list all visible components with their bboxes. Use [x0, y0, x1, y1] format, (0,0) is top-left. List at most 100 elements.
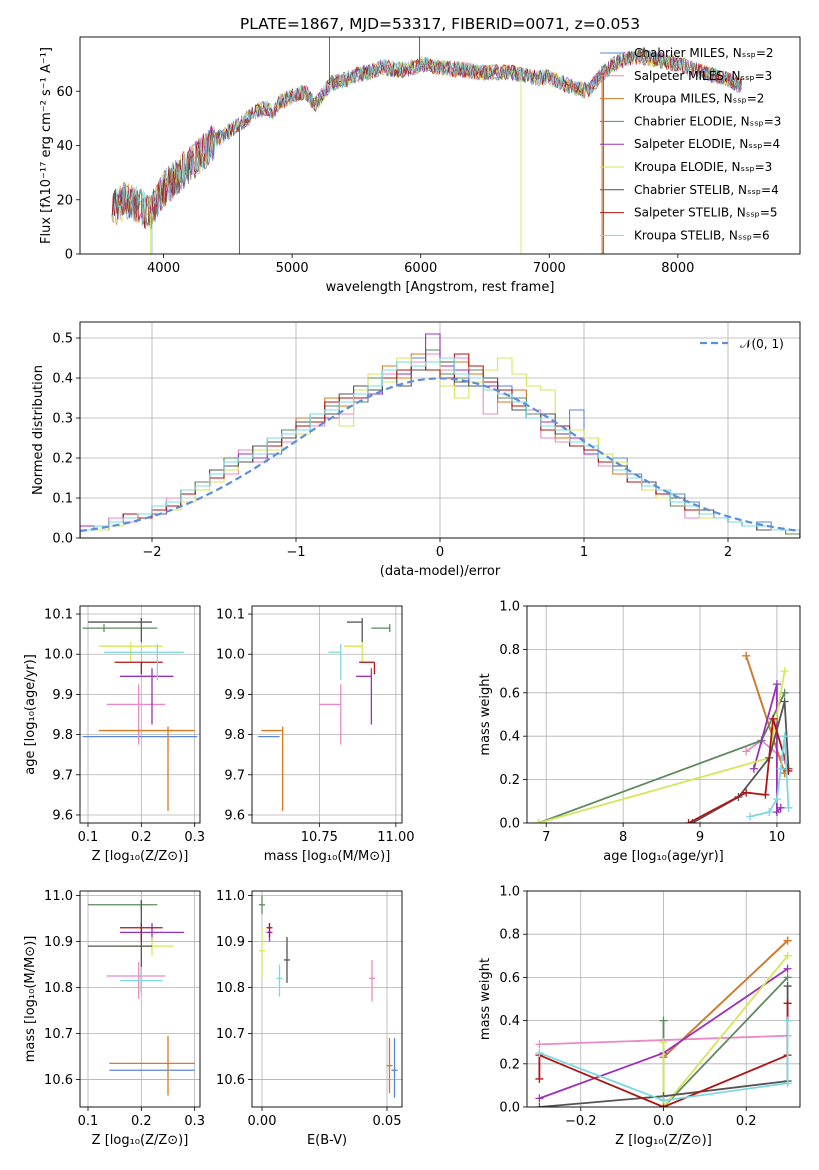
y-tick-label: 0.0	[499, 1101, 520, 1116]
x-axis-label: Z [log₁₀(Z/Z⊙)]	[92, 849, 189, 864]
x-tick-label: 10	[769, 830, 786, 845]
plot-frame	[79, 605, 201, 824]
y-tick-label: 0.4	[499, 730, 520, 745]
weight-marker-kroupa-stelib	[746, 812, 755, 821]
x-axis-label: mass [log₁₀(M/M⊙)]	[264, 849, 391, 864]
weight-line-kroupa-elodie	[662, 955, 789, 1107]
residual-histogram-panel: −2 −1 0 1 2 0.0 0.1 0.2 0.3 0.4 0.5 (data-model)/er…	[31, 321, 801, 579]
x-tick-label: 2	[724, 545, 732, 560]
y-tick-label: 1.0	[499, 600, 520, 615]
x-tick-label: 0.00	[248, 1114, 277, 1129]
plot-area	[88, 900, 195, 1096]
x-tick-label: 8	[619, 830, 627, 845]
x-tick-label: −0.2	[565, 1114, 597, 1129]
y-tick-label: 10.6	[216, 1073, 245, 1088]
x-tick-label: 9	[696, 830, 704, 845]
y-tick-label: 9.8	[52, 728, 73, 743]
y-tick-label: 0.8	[499, 643, 520, 658]
weight-marker-kroupa-stelib	[784, 803, 793, 812]
weight-line-kroupa-stelib	[539, 1020, 789, 1102]
weight-marker-salpeter-elodie	[783, 964, 792, 973]
y-tick-label: 9.6	[52, 808, 73, 823]
y-tick-label: 20	[56, 193, 73, 208]
legend-label-chabrier-miles: Chabrier MILES, Nₛₛₚ=2	[634, 46, 774, 60]
y-tick-label: 10.8	[44, 981, 73, 996]
y-tick-label: 0.6	[499, 686, 520, 701]
y-tick-label: 9.7	[224, 768, 245, 783]
x-tick-label: 4000	[147, 261, 180, 276]
weight-marker-salpeter-stelib	[769, 714, 778, 723]
plot-frame	[526, 890, 801, 1108]
x-tick-label: 10.75	[301, 830, 338, 845]
legend-label-kroupa-miles: Kroupa MILES, Nₛₛₚ=2	[634, 92, 764, 106]
weight-marker-kroupa-stelib	[776, 764, 785, 773]
weight-marker-salpeter-elodie	[535, 1094, 544, 1103]
x-tick-label: 0.0	[653, 1114, 674, 1129]
y-tick-label: 0.4	[499, 1014, 520, 1029]
plot-area	[535, 936, 792, 1107]
weight-marker-kroupa-elodie	[780, 667, 789, 676]
y-axis-label: mass [log₁₀(M/M⊙)]	[23, 936, 38, 1063]
y-tick-label: 9.8	[224, 728, 245, 743]
legend-label-chabrier-elodie: Chabrier ELODIE, Nₛₛₚ=3	[634, 114, 781, 128]
legend-label-salpeter-elodie: Salpeter ELODIE, Nₛₛₚ=4	[634, 137, 780, 151]
age-vs-mass-panel: 10.75 11.00 9.6 9.7 9.8 9.9 10.0 10.1 mass [log₁…	[216, 605, 414, 864]
x-axis-label: Z [log₁₀(Z/Z⊙)]	[615, 1133, 712, 1148]
x-tick-label: 0.05	[373, 1114, 402, 1129]
y-tick-label: 10.0	[216, 648, 245, 663]
y-tick-label: 0.2	[499, 1057, 520, 1072]
weight-line-salpeter-elodie	[753, 683, 782, 815]
y-tick-label: 9.9	[52, 688, 73, 703]
age-vs-metallicity-panel: 0.1 0.2 0.3 9.6 9.7 9.8 9.9 10.0 10.1 Z [log₁₀(Z/…	[23, 605, 205, 864]
y-tick-label: 9.7	[52, 768, 73, 783]
y-axis-label: mass weight	[478, 673, 493, 755]
y-tick-label: 10.0	[44, 648, 73, 663]
y-tick-label: 0.8	[499, 928, 520, 943]
plot-frame	[251, 890, 403, 1108]
y-tick-label: 10.9	[216, 935, 245, 950]
y-tick-label: 10.7	[216, 1027, 245, 1042]
x-tick-label: 7	[542, 830, 550, 845]
weight-vs-age-panel: 7 8 9 10 0.0 0.2 0.4 0.6 0.8 1.0 age [log₁₀(age/yr…	[478, 600, 801, 864]
legend-label-salpeter-stelib: Salpeter STELIB, Nₛₛₚ=5	[634, 206, 778, 220]
x-axis-label: wavelength [Angstrom, rest frame]	[326, 280, 555, 295]
x-tick-label: 6000	[404, 261, 437, 276]
histogram-step-kroupa-stelib	[80, 357, 800, 538]
plot-area	[80, 333, 800, 538]
y-tick-label: 0.5	[52, 332, 73, 347]
y-tick-label: 10.7	[44, 1027, 73, 1042]
weight-marker-salpeter-miles	[742, 747, 751, 756]
weight-marker-chabrier-stelib	[535, 1103, 544, 1107]
plot-frame	[251, 605, 403, 824]
y-tick-label: 10.6	[44, 1073, 73, 1088]
x-axis-label: Z [log₁₀(Z/Z⊙)]	[92, 1133, 189, 1148]
y-tick-label: 9.9	[224, 688, 245, 703]
y-tick-label: 10.1	[44, 608, 73, 623]
weight-marker-salpeter-elodie	[749, 764, 758, 773]
plot-frame	[79, 321, 801, 539]
normal-curve	[80, 377, 800, 533]
x-tick-label: 0.3	[184, 830, 205, 845]
x-axis-label: age [log₁₀(age/yr)]	[603, 849, 724, 864]
x-tick-label: 0.3	[184, 1114, 205, 1129]
weight-marker-salpeter-elodie	[772, 680, 781, 689]
legend-label-kroupa-stelib: Kroupa STELIB, Nₛₛₚ=6	[634, 228, 770, 242]
weight-marker-salpeter-stelib	[783, 999, 792, 1008]
y-axis-label: Flux [fλ10⁻¹⁷ erg cm⁻² s⁻¹ A⁻¹]	[39, 47, 54, 244]
y-tick-label: 10.1	[216, 608, 245, 623]
weight-line-kroupa-miles	[745, 655, 786, 774]
y-tick-label: 0.6	[499, 971, 520, 986]
weight-marker-chabrier-stelib	[780, 697, 789, 706]
x-tick-label: −1	[286, 545, 305, 560]
y-tick-label: 0.0	[52, 532, 73, 547]
x-tick-label: 0.2	[736, 1114, 757, 1129]
legend-label-normal: 𝒩(0, 1)	[740, 337, 784, 351]
weight-marker-kroupa-elodie	[659, 1038, 668, 1047]
plot-frame	[79, 36, 801, 255]
x-axis-label: E(B-V)	[307, 1133, 347, 1148]
weight-marker-salpeter-stelib	[742, 788, 751, 797]
x-tick-label: 0.1	[78, 830, 99, 845]
weight-marker-salpeter-elodie	[776, 803, 785, 812]
y-tick-label: 0.2	[52, 452, 73, 467]
y-tick-label: 0.4	[52, 372, 73, 387]
